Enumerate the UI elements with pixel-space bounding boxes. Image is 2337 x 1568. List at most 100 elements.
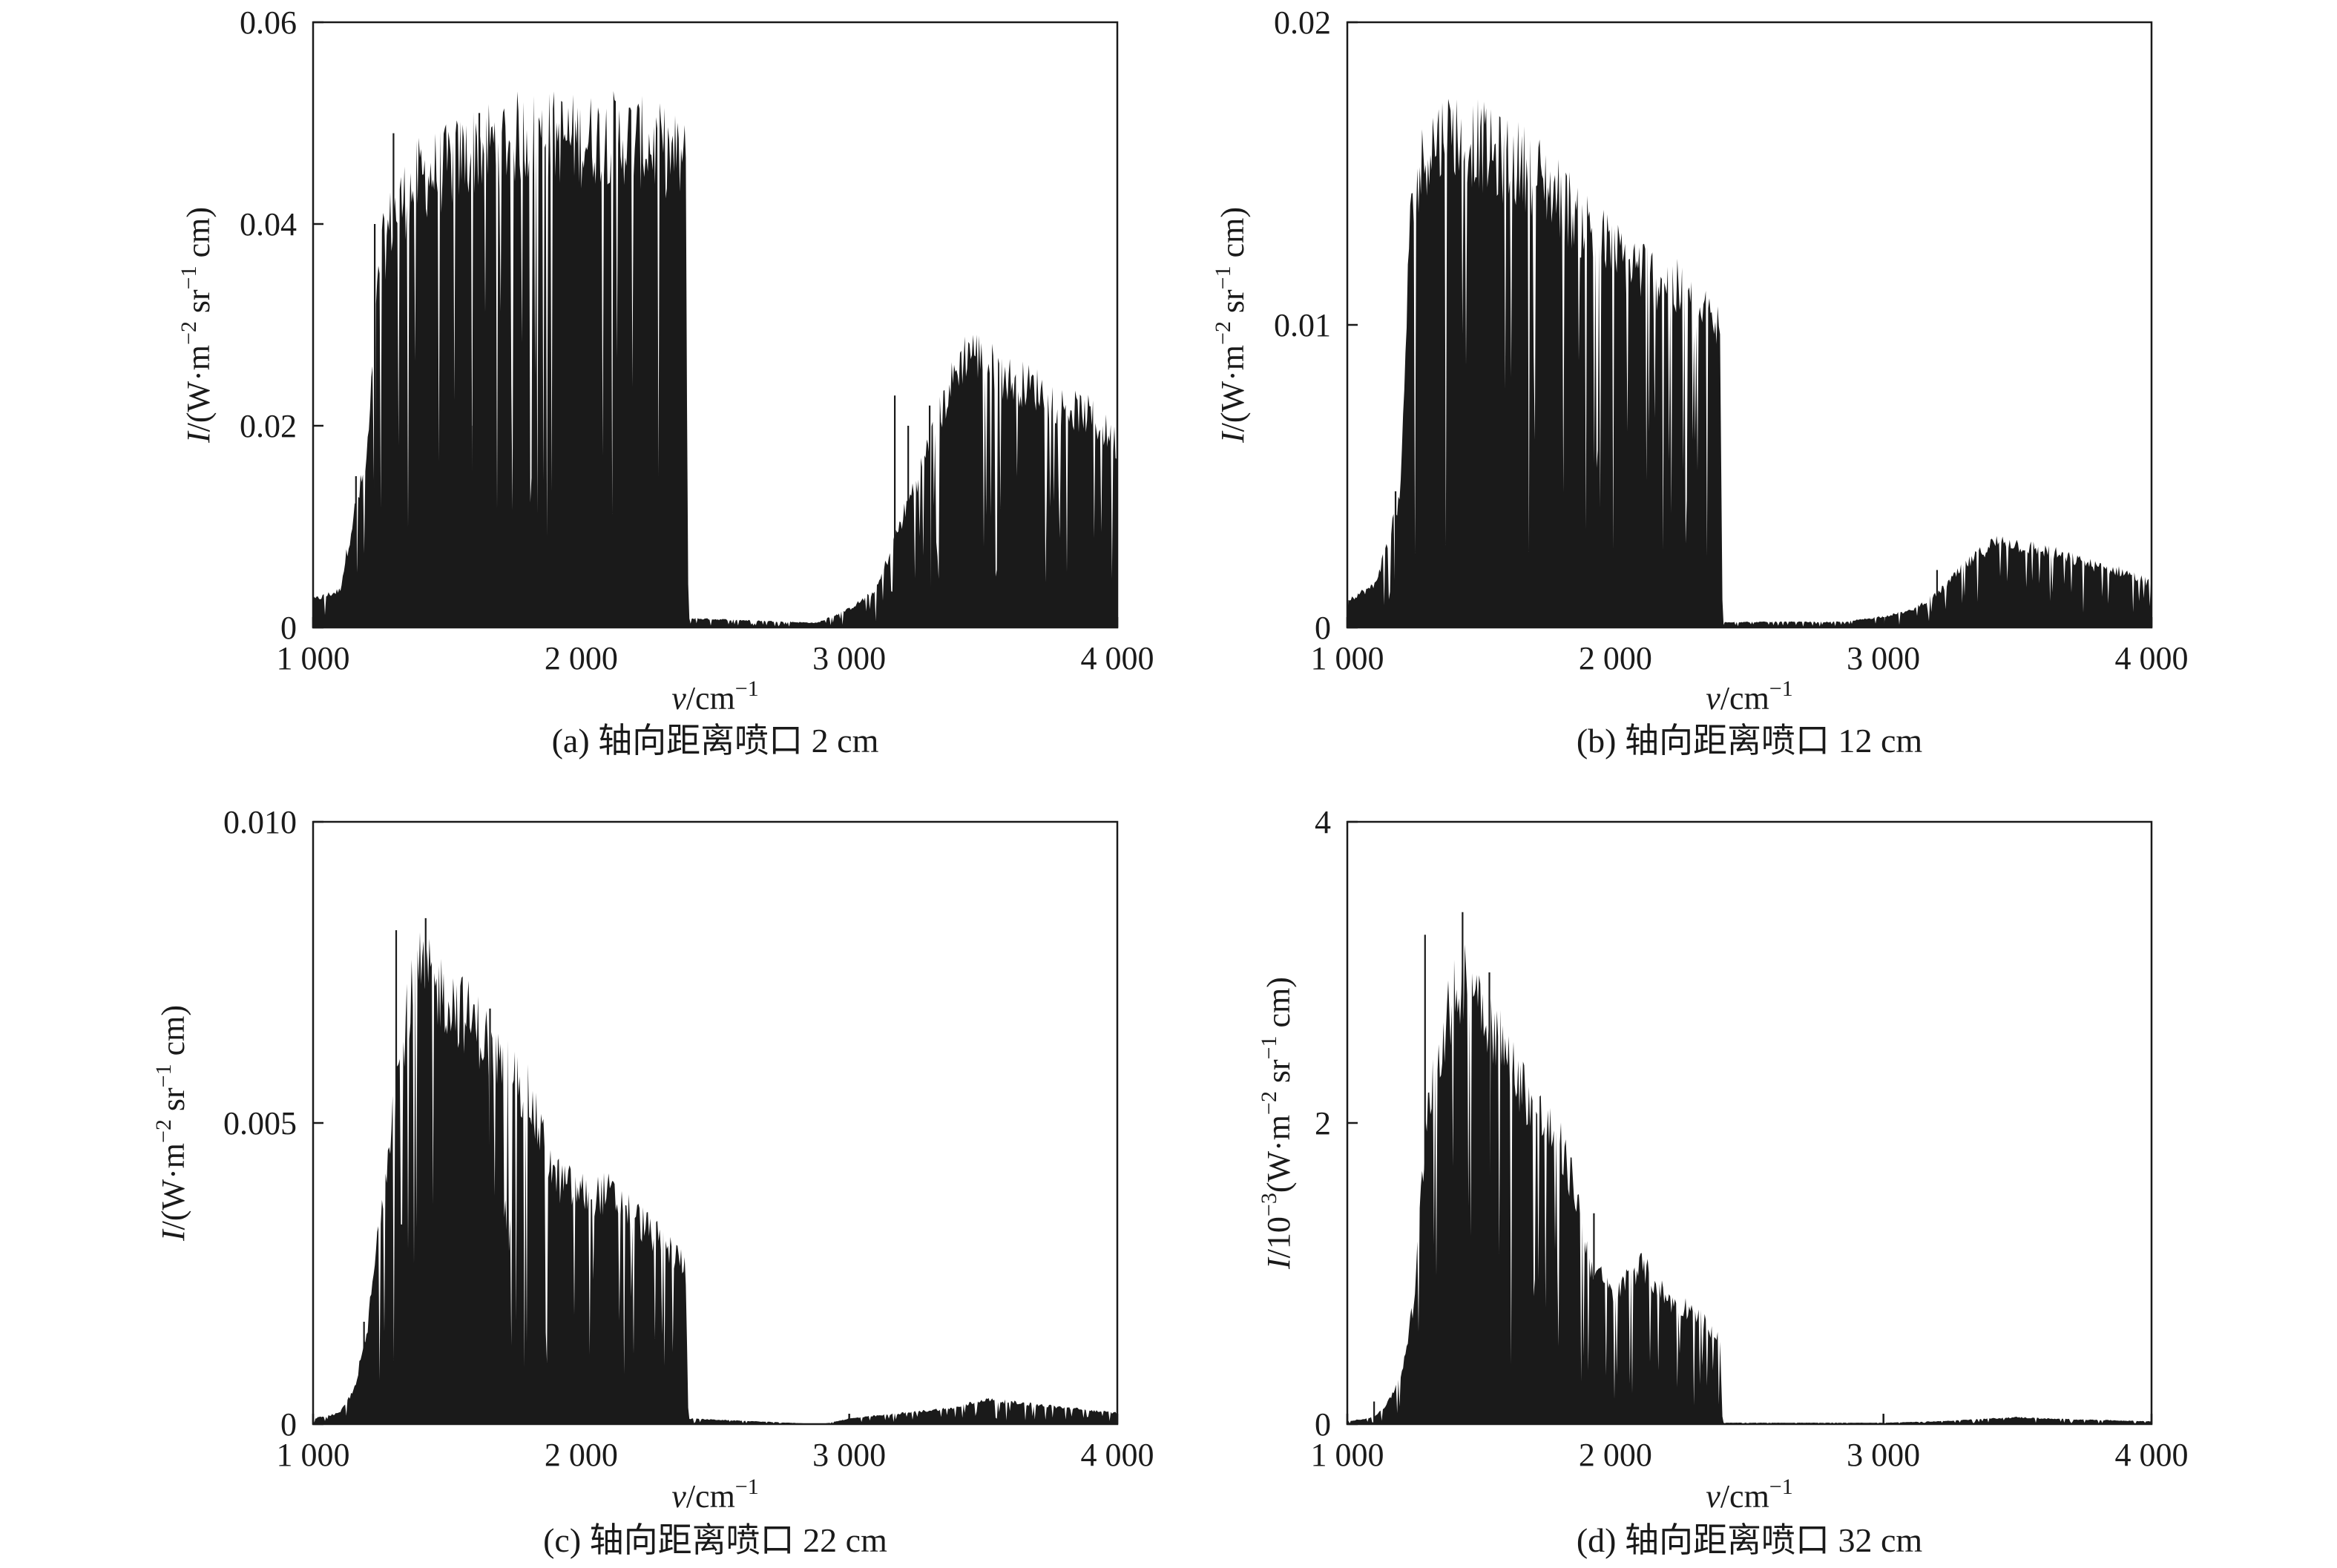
y-tick-label-d-0: 0 bbox=[1315, 1406, 1331, 1443]
x-axis-label-c: v/cm−1 bbox=[671, 1475, 758, 1515]
y-ticks-c: 0 0.005 0.010 bbox=[223, 804, 323, 1443]
panel-b: 1 000 2 000 3 000 4 000 00.010.02 v/cm−1 I/… bbox=[1211, 4, 2189, 760]
x-axis-sup-a: −1 bbox=[735, 676, 759, 701]
x-tick-label-b-2: 3 000 bbox=[1847, 640, 1920, 676]
y-axis-label-d: I/10−3(W·m−2 sr−1 cm) bbox=[1257, 977, 1297, 1270]
panel-d: 1 000 2 000 3 000 4 000 024 v/cm−1 I/10−3(W… bbox=[1257, 804, 2189, 1559]
y-ticks-a: 0 0.02 0.04 0.06 bbox=[240, 4, 323, 646]
caption-a: (a) 轴向距离喷口 2 cm bbox=[552, 722, 879, 760]
y-axis-pre2-d: (W·m bbox=[1260, 1115, 1297, 1193]
y-axis-pre-c: /(W·m bbox=[155, 1143, 191, 1230]
y-ticks-b: 0 0.01 0.02 bbox=[1274, 4, 1358, 646]
x-tick-label-d-2: 3 000 bbox=[1847, 1437, 1920, 1473]
x-axis-sup-b: −1 bbox=[1769, 676, 1793, 701]
x-ticks-b: 1 000 2 000 3 000 4 000 bbox=[1311, 617, 2189, 676]
panel-a: 1 000 2 000 3 000 4 000 00.020.040.06 v/cm−… bbox=[177, 4, 1154, 760]
notable-lines-d bbox=[1373, 912, 1884, 1424]
caption-d: (d) 轴向距离喷口 32 cm bbox=[1577, 1521, 1923, 1559]
spectrum-series-c bbox=[313, 932, 1117, 1424]
y-axis-sup0-d: −3 bbox=[1257, 1193, 1281, 1216]
y-tick-label-b-2: 0.02 bbox=[1274, 4, 1331, 41]
y-axis-pre-a: /(W·m bbox=[180, 345, 217, 432]
x-axis-unit-b: /cm bbox=[1720, 680, 1769, 717]
y-axis-var-d: I bbox=[1260, 1256, 1297, 1270]
x-axis-unit-a: /cm bbox=[686, 680, 735, 717]
x-axis-var-a: v bbox=[671, 680, 686, 717]
x-tick-label-c-2: 3 000 bbox=[812, 1437, 886, 1473]
y-tick-label-a-1: 0.02 bbox=[240, 408, 297, 444]
x-tick-label-a-0: 1 000 bbox=[277, 640, 350, 676]
caption-c: (c) 轴向距离喷口 22 cm bbox=[543, 1521, 887, 1559]
x-tick-label-d-3: 4 000 bbox=[2115, 1437, 2189, 1473]
x-axis-unit-d: /cm bbox=[1720, 1478, 1769, 1515]
y-axis-sup2-b: −1 bbox=[1211, 266, 1235, 289]
x-axis-var-b: v bbox=[1706, 680, 1720, 717]
y-axis-mid-a: sr bbox=[180, 289, 217, 321]
x-tick-label-a-2: 3 000 bbox=[812, 640, 886, 676]
y-tick-label-d-1: 2 bbox=[1315, 1105, 1331, 1142]
y-axis-label-b: I/(W·m−2 sr−1 cm) bbox=[1211, 207, 1251, 444]
notable-lines-b bbox=[1381, 203, 1939, 627]
x-tick-label-a-1: 2 000 bbox=[545, 640, 618, 676]
y-tick-label-a-3: 0.06 bbox=[240, 4, 297, 41]
y-ticks-d: 0 2 4 bbox=[1315, 804, 1358, 1443]
spectrum-series-d bbox=[1347, 944, 2152, 1424]
y-axis-post-d: cm) bbox=[1260, 977, 1297, 1035]
y-axis-sup2-d: −1 bbox=[1257, 1035, 1281, 1059]
y-axis-sup1-d: −2 bbox=[1257, 1091, 1281, 1115]
y-axis-mid-c: sr bbox=[155, 1087, 191, 1119]
y-tick-label-a-0: 0 bbox=[280, 610, 297, 646]
x-ticks-a: 1 000 2 000 3 000 4 000 bbox=[277, 617, 1154, 676]
y-axis-post-a: cm) bbox=[180, 207, 217, 266]
x-tick-label-c-3: 4 000 bbox=[1081, 1437, 1154, 1473]
y-axis-mid-d: sr bbox=[1260, 1059, 1297, 1091]
y-axis-sup1-a: −2 bbox=[177, 321, 201, 345]
x-tick-label-d-1: 2 000 bbox=[1579, 1437, 1652, 1473]
x-tick-label-a-3: 4 000 bbox=[1081, 640, 1154, 676]
y-axis-pre-d: /10 bbox=[1260, 1216, 1297, 1258]
x-axis-sup-c: −1 bbox=[735, 1475, 759, 1499]
notable-lines-a bbox=[355, 113, 931, 627]
caption-b: (b) 轴向距离喷口 12 cm bbox=[1577, 722, 1923, 760]
spectrum-series-a bbox=[313, 90, 1117, 628]
y-axis-var-a: I bbox=[180, 430, 217, 444]
x-tick-label-c-0: 1 000 bbox=[277, 1437, 350, 1473]
y-axis-pre-b: /(W·m bbox=[1214, 345, 1251, 432]
y-tick-label-d-2: 4 bbox=[1315, 804, 1331, 840]
notable-lines-c bbox=[363, 918, 491, 1424]
y-axis-label-a: I/(W·m−2 sr−1 cm) bbox=[177, 207, 217, 444]
x-axis-sup-d: −1 bbox=[1769, 1475, 1793, 1499]
y-tick-label-b-1: 0.01 bbox=[1274, 307, 1331, 343]
y-axis-mid-b: sr bbox=[1214, 289, 1251, 321]
x-tick-label-c-1: 2 000 bbox=[545, 1437, 618, 1473]
y-axis-var-b: I bbox=[1214, 430, 1251, 444]
y-tick-label-c-1: 0.005 bbox=[223, 1105, 297, 1142]
x-axis-label-d: v/cm−1 bbox=[1706, 1475, 1792, 1515]
y-tick-label-c-0: 0 bbox=[280, 1406, 297, 1443]
y-axis-var-c: I bbox=[155, 1228, 191, 1242]
y-axis-sup1-b: −2 bbox=[1211, 321, 1235, 345]
y-axis-sup2-c: −1 bbox=[151, 1064, 176, 1087]
y-axis-post-c: cm) bbox=[155, 1005, 191, 1064]
y-axis-sup1-c: −2 bbox=[151, 1119, 176, 1143]
y-axis-sup2-a: −1 bbox=[177, 266, 201, 289]
y-tick-label-a-2: 0.04 bbox=[240, 206, 297, 243]
x-tick-label-b-0: 1 000 bbox=[1311, 640, 1384, 676]
x-tick-label-d-0: 1 000 bbox=[1311, 1437, 1384, 1473]
x-axis-label-b: v/cm−1 bbox=[1706, 676, 1792, 717]
x-ticks-c: 1 000 2 000 3 000 4 000 bbox=[277, 1414, 1154, 1473]
y-axis-label-c: I/(W·m−2 sr−1 cm) bbox=[151, 1005, 191, 1242]
x-axis-unit-c: /cm bbox=[686, 1478, 735, 1515]
x-tick-label-b-3: 4 000 bbox=[2115, 640, 2189, 676]
x-axis-var-c: v bbox=[671, 1478, 686, 1515]
y-tick-label-b-0: 0 bbox=[1315, 610, 1331, 646]
spectrum-series-b bbox=[1347, 99, 2152, 628]
x-ticks-d: 1 000 2 000 3 000 4 000 bbox=[1311, 1414, 2189, 1473]
x-axis-label-a: v/cm−1 bbox=[671, 676, 758, 717]
x-axis-var-d: v bbox=[1706, 1478, 1720, 1515]
y-tick-label-c-2: 0.010 bbox=[223, 804, 297, 840]
y-axis-post-b: cm) bbox=[1214, 207, 1251, 266]
